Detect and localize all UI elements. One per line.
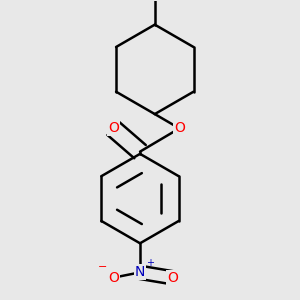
Text: +: + — [146, 258, 154, 268]
Text: N: N — [135, 266, 145, 279]
Text: −: − — [98, 262, 107, 272]
Text: O: O — [108, 122, 118, 135]
Text: O: O — [108, 271, 118, 285]
Text: O: O — [167, 271, 178, 285]
Text: O: O — [174, 122, 185, 135]
